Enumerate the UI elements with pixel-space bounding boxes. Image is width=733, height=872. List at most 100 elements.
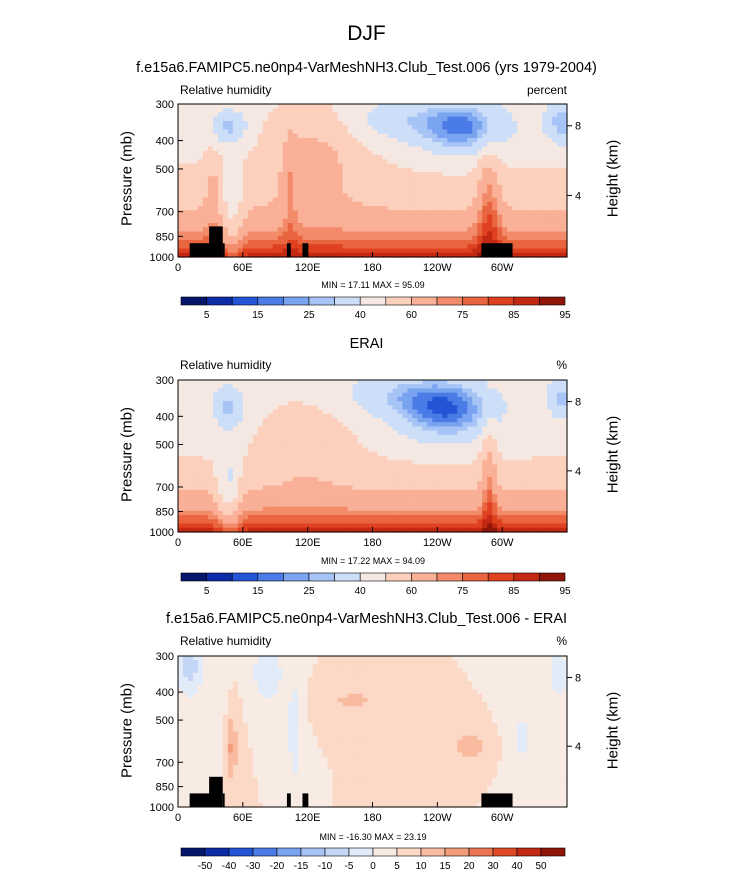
contour-cell xyxy=(537,392,543,398)
contour-cell xyxy=(197,405,204,411)
contour-cell xyxy=(482,159,488,165)
contour-cell xyxy=(477,472,483,478)
contour-cell xyxy=(297,413,304,419)
contour-cell xyxy=(422,422,428,428)
contour-cell xyxy=(322,380,329,385)
contour-cell xyxy=(272,468,279,474)
contour-cell xyxy=(487,396,493,402)
contour-cell xyxy=(392,456,399,461)
contour-cell xyxy=(457,201,463,207)
contour-cell xyxy=(382,413,389,419)
contour-cell xyxy=(242,460,249,466)
contour-cell xyxy=(417,447,423,453)
contour-cell xyxy=(527,485,533,491)
contour-cell xyxy=(552,396,558,402)
contour-cell xyxy=(492,223,498,228)
contour-cell xyxy=(562,392,568,398)
contour-cell xyxy=(407,218,413,224)
contour-cell xyxy=(287,155,294,160)
contour-cell xyxy=(422,159,428,165)
contour-cell xyxy=(342,180,349,186)
contour-cell xyxy=(257,155,264,160)
contour-cell xyxy=(242,413,249,419)
contour-cell xyxy=(247,155,254,160)
contour-cell xyxy=(447,121,453,126)
contour-cell xyxy=(252,197,259,203)
contour-cell xyxy=(292,388,299,394)
contour-cell xyxy=(357,218,364,224)
contour-cell xyxy=(207,180,214,186)
contour-cell xyxy=(232,413,239,419)
contour-cell xyxy=(512,422,518,428)
contour-cell xyxy=(332,116,339,122)
contour-cell xyxy=(297,184,304,190)
contour-cell xyxy=(492,142,498,148)
contour-cell xyxy=(352,104,359,109)
contour-cell xyxy=(482,477,488,482)
contour-cell xyxy=(487,439,493,444)
contour-cell xyxy=(217,146,224,152)
contour-cell xyxy=(197,146,204,152)
contour-cell xyxy=(352,146,359,152)
contour-cell xyxy=(517,380,523,385)
contour-cell xyxy=(317,193,324,199)
contour-cell xyxy=(242,447,249,453)
contour-cell xyxy=(522,159,528,165)
contour-cell xyxy=(242,248,249,254)
contour-cell xyxy=(477,210,483,216)
contour-cell xyxy=(297,464,304,470)
contour-cell xyxy=(532,235,538,241)
contour-cell xyxy=(547,489,553,495)
contour-cell xyxy=(397,214,404,220)
contour-cell xyxy=(207,142,214,148)
contour-cell xyxy=(187,155,194,160)
contour-cell xyxy=(242,231,249,237)
contour-cell xyxy=(232,184,239,190)
contour-cell xyxy=(517,214,523,220)
contour-cell xyxy=(482,129,488,135)
contour-cell xyxy=(227,456,234,461)
contour-cell xyxy=(257,413,264,419)
contour-cell xyxy=(447,146,453,152)
contour-cell xyxy=(512,155,518,160)
contour-cell xyxy=(237,244,244,250)
contour-cell xyxy=(462,456,468,461)
contour-cell xyxy=(467,197,473,203)
contour-cell xyxy=(277,401,284,406)
contour-cell xyxy=(207,451,214,457)
contour-cell xyxy=(497,163,503,169)
contour-cell xyxy=(342,252,349,258)
contour-cell xyxy=(222,489,229,495)
contour-cell xyxy=(532,167,538,173)
contour-cell xyxy=(222,206,229,211)
contour-cell xyxy=(407,108,413,114)
contour-cell xyxy=(292,193,299,199)
contour-cell xyxy=(202,388,209,394)
contour-cell xyxy=(227,223,234,228)
contour-cell xyxy=(382,464,389,470)
contour-cell xyxy=(227,477,234,482)
contour-cell xyxy=(482,172,488,177)
contour-cell xyxy=(447,434,453,440)
contour-cell xyxy=(372,252,379,258)
contour-cell xyxy=(432,201,438,207)
contour-cell xyxy=(442,380,448,385)
contour-cell xyxy=(267,210,274,216)
contour-cell xyxy=(417,116,423,122)
contour-cell xyxy=(237,380,244,385)
contour-cell xyxy=(212,409,219,415)
contour-cell xyxy=(417,231,423,237)
contour-cell xyxy=(222,396,229,402)
contour-cell xyxy=(547,206,553,211)
contour-cell xyxy=(492,409,498,415)
contour-cell xyxy=(477,489,483,495)
contour-cell xyxy=(517,252,523,258)
contour-cell xyxy=(347,167,354,173)
contour-cell xyxy=(407,248,413,254)
contour-cell xyxy=(527,176,533,182)
contour-cell xyxy=(272,180,279,186)
contour-cell xyxy=(402,252,409,258)
contour-cell xyxy=(302,210,309,216)
contour-cell xyxy=(487,108,493,114)
contour-cell xyxy=(462,146,468,152)
